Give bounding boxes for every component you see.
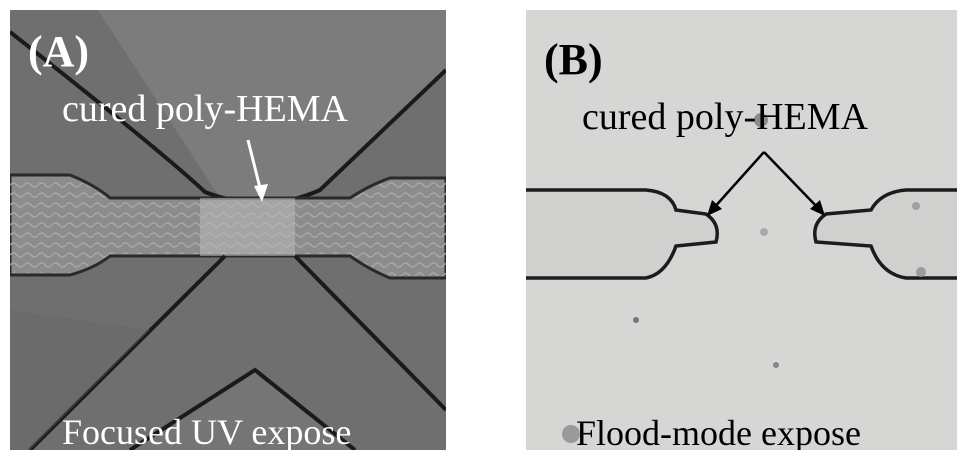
panel-a-annotation: cured poly-HEMA (62, 88, 348, 130)
panel-a-micrograph: (A) cured poly-HEMA Focused UV expose (10, 10, 446, 450)
panel-a-caption: Focused UV expose (62, 412, 352, 450)
cured-region (200, 198, 295, 256)
panel-b-annotation: cured poly-HEMA (582, 96, 868, 138)
upper-electrode (10, 10, 446, 198)
panel-b-caption: Flood-mode expose (576, 413, 861, 450)
right-channel (813, 188, 957, 280)
panel-b-micrograph: (B) cured poly-HEMA Flood-mode expose (526, 10, 957, 450)
panel-b-label: (B) (544, 35, 603, 84)
panel-b-image (526, 113, 957, 443)
panel-a-image (10, 10, 446, 450)
left-channel (526, 188, 719, 280)
panel-a-label: (A) (28, 27, 90, 76)
